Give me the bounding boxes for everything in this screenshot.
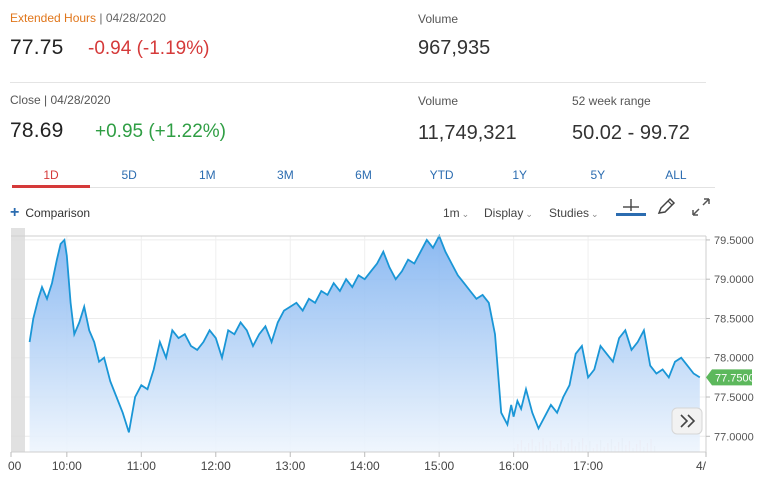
- y-tick-label: 77.5000: [714, 392, 754, 404]
- price-chart[interactable]: 79.5000 79.0000 78.5000 78.0000 77.5000 77.00…: [0, 228, 760, 481]
- close-label: Close | 04/28/2020: [10, 93, 111, 107]
- plus-icon: +: [10, 204, 20, 221]
- x-tick-label: 17:00: [573, 459, 603, 473]
- y-tick-label: 78.0000: [714, 353, 754, 365]
- tab-6m[interactable]: 6M: [355, 168, 372, 182]
- display-label: Display: [484, 206, 524, 220]
- x-tick-label: 14:00: [350, 459, 380, 473]
- close-price: 78.69: [10, 119, 64, 142]
- extended-volume-label: Volume: [418, 12, 459, 26]
- tab-5y[interactable]: 5Y: [590, 168, 606, 182]
- extended-change: -0.94 (-1.19%): [88, 38, 210, 59]
- tab-5d[interactable]: 5D: [121, 168, 137, 182]
- pencil-icon[interactable]: [655, 196, 677, 218]
- price-area: [29, 236, 700, 452]
- x-tick-label: 11:00: [127, 459, 156, 473]
- premarket-shade: [11, 228, 25, 452]
- header-divider: [10, 82, 706, 83]
- range-label: 52 week range: [572, 94, 651, 108]
- y-tick-label: 79.5000: [714, 235, 754, 247]
- extended-volume: 967,935: [418, 37, 491, 59]
- extended-price: 77.75: [10, 36, 64, 59]
- tab-1y[interactable]: 1Y: [512, 168, 528, 182]
- tab-ytd[interactable]: YTD: [429, 168, 454, 182]
- x-tick-label: 12:00: [201, 459, 231, 473]
- x-tick-label: 4/: [696, 459, 707, 473]
- current-price-label: 77.7500: [715, 372, 755, 384]
- interval-label: 1m: [443, 206, 460, 220]
- extended-hours-label: Extended Hours: [10, 11, 97, 25]
- current-price-tag: [706, 369, 752, 386]
- close-change: +0.95 (+1.22%): [95, 121, 226, 142]
- y-tick-label: 78.5000: [714, 313, 754, 325]
- time-range-tabs: 1D 5D 1M 3M 6M YTD 1Y 5Y ALL: [12, 164, 715, 188]
- tab-1d[interactable]: 1D: [12, 164, 91, 188]
- chevron-down-icon: ⌄: [525, 209, 533, 219]
- tab-1m[interactable]: 1M: [198, 168, 216, 182]
- chevron-down-icon: ⌄: [461, 209, 470, 219]
- studies-label: Studies: [549, 206, 590, 220]
- x-tick-label: 13:00: [275, 459, 305, 473]
- chevron-down-icon: ⌄: [591, 209, 599, 219]
- comparison-label: Comparison: [25, 206, 91, 220]
- x-tick-label: 00: [8, 459, 22, 473]
- extended-date: 04/28/2020: [105, 11, 166, 25]
- range-value: 50.02 - 99.72: [572, 122, 690, 144]
- tab-3m[interactable]: 3M: [277, 168, 294, 182]
- fast-forward-icon[interactable]: [671, 407, 703, 435]
- x-tick-label: 16:00: [499, 459, 529, 473]
- crosshair-icon[interactable]: [614, 196, 648, 218]
- x-tick-label: 10:00: [52, 459, 82, 473]
- extended-separator: |: [99, 11, 103, 25]
- display-dropdown[interactable]: Display ⌄: [484, 206, 533, 220]
- close-volume: 11,749,321: [418, 122, 517, 144]
- studies-dropdown[interactable]: Studies ⌄: [549, 206, 599, 220]
- y-tick-label: 79.0000: [714, 274, 754, 286]
- interval-dropdown[interactable]: 1m ⌄: [443, 206, 469, 220]
- tab-all[interactable]: ALL: [665, 168, 687, 182]
- x-tick-label: 15:00: [424, 459, 454, 473]
- y-tick-label: 77.0000: [714, 431, 754, 443]
- close-volume-label: Volume: [418, 94, 459, 108]
- price-line: [28, 233, 701, 433]
- extended-hours-header: Extended Hours | 04/28/2020: [10, 11, 166, 25]
- expand-icon[interactable]: [690, 196, 712, 218]
- comparison-button[interactable]: + Comparison: [10, 204, 91, 221]
